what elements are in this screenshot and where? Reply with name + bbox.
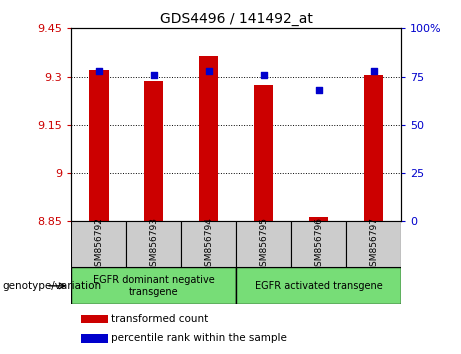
Point (205, 68, 213, 74)
Text: percentile rank within the sample: percentile rank within the sample (111, 333, 287, 343)
Point (260, 72, 267, 78)
Bar (144, 81, 164, 221)
Point (150, 72, 158, 78)
Text: GSM856796: GSM856796 (314, 217, 323, 272)
Bar (81, 315, 108, 323)
Point (370, 68, 377, 74)
Text: transformed count: transformed count (111, 314, 208, 324)
Bar (81, 334, 108, 343)
Bar (346, 221, 401, 267)
Bar (291, 221, 346, 267)
Bar (364, 75, 383, 221)
Bar (181, 221, 236, 267)
Bar (126, 221, 181, 267)
Bar (236, 267, 401, 304)
Text: GSM856792: GSM856792 (95, 217, 103, 272)
Text: GSM856795: GSM856795 (259, 217, 268, 272)
Point (315, 87, 322, 93)
Bar (71, 221, 126, 267)
Text: EGFR dominant negative
transgene: EGFR dominant negative transgene (93, 275, 215, 297)
Bar (89, 70, 108, 221)
Text: GSM856797: GSM856797 (369, 217, 378, 272)
Text: EGFR activated transgene: EGFR activated transgene (255, 281, 383, 291)
Text: GSM856794: GSM856794 (204, 217, 213, 272)
Bar (254, 85, 273, 221)
Bar (309, 217, 328, 221)
Bar (236, 221, 291, 267)
Text: genotype/variation: genotype/variation (2, 281, 101, 291)
Text: GSM856793: GSM856793 (149, 217, 159, 272)
Title: GDS4496 / 141492_at: GDS4496 / 141492_at (160, 12, 313, 26)
Bar (199, 56, 219, 221)
Bar (71, 267, 236, 304)
Point (95, 68, 103, 74)
